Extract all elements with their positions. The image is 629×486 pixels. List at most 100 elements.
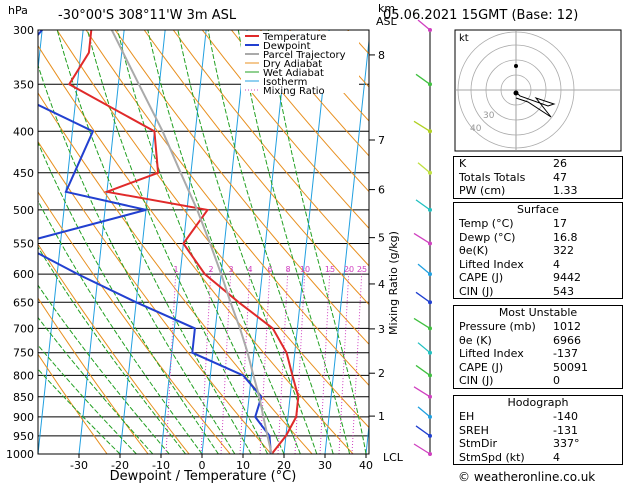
km-tick-label: 2 [378, 367, 385, 380]
mixing-ratio-title: Mixing Ratio (g/kg) [387, 231, 400, 335]
mixing-ratio-label: 10 [300, 265, 310, 274]
dry-adiabat-line [38, 243, 190, 454]
wet-adiabat-line [38, 344, 137, 454]
mixing-ratio-label: 20 [344, 265, 354, 274]
dry-adiabat-line [56, 30, 369, 429]
lcl-label: LCL [383, 451, 404, 464]
hodograph-row: SREH -131 [459, 423, 578, 437]
mixing-ratio-label: 3 [228, 265, 233, 274]
km-tick-label: 5 [378, 232, 385, 245]
dry-adiabat-line [231, 30, 369, 193]
legend-parcel: Parcel Trajectory [263, 50, 346, 61]
asl-label: ASL [376, 15, 398, 28]
dry-adiabat-line [38, 191, 231, 454]
plot-frame [37, 29, 370, 455]
hodograph-ring [485, 59, 547, 121]
wet-adiabat-line [117, 30, 285, 454]
legend-mixing-ratio: Mixing Ratio [263, 86, 325, 97]
surface-table: Surface Temp (°C) 17 Dewp (°C) 16.8 θe(K) 3… [453, 202, 623, 299]
dry-adiabat-line [38, 44, 354, 454]
index-row: K 26 [459, 157, 567, 170]
mixing-ratio-label: 1 [173, 265, 178, 274]
temperature-curve [67, 30, 300, 454]
legend-isotherm: Isotherm [263, 77, 307, 88]
mixing-ratio-line [277, 267, 289, 454]
temp-tick-label: -20 [111, 459, 129, 472]
wet-adiabat-line [207, 30, 334, 454]
pressure-tick-label: 500 [13, 204, 34, 217]
dewpoint-curve [38, 30, 272, 454]
dry-adiabat-line [38, 353, 108, 454]
pressure-tick-label: 300 [13, 24, 34, 37]
hodograph-table: Hodograph EH -140 SREH -131 StmDir 337° Stm… [453, 395, 623, 465]
mixing-ratio-line [259, 267, 271, 454]
dry-adiabat-line [172, 30, 369, 267]
isotherm-line [119, 30, 166, 454]
temp-tick-label: 40 [359, 459, 373, 472]
mixing-ratio-label: 6 [267, 265, 272, 274]
surface-row: Dewp (°C) 16.8 [459, 230, 578, 244]
wind-barb [413, 232, 431, 245]
dry-adiabat-line [114, 30, 369, 346]
hodograph-ring [457, 31, 575, 149]
x-axis-title: Dewpoint / Temperature (°C) [110, 469, 297, 484]
wind-barb [413, 443, 431, 455]
wet-adiabat-line [268, 30, 367, 454]
pressure-tick-label: 750 [13, 347, 34, 360]
pressure-tick-label: 800 [13, 369, 34, 382]
mixing-ratio-label: 2 [208, 265, 213, 274]
hodograph-ring-label: 30 [483, 111, 495, 121]
surface-row: θe(K) 322 [459, 244, 574, 257]
hodograph-row: EH -140 [459, 410, 578, 423]
dry-adiabat-line [38, 140, 272, 454]
legend-dry-adiabat: Dry Adiabat [263, 59, 322, 70]
hodograph-row: StmDir 337° [459, 437, 580, 450]
pressure-tick-label: 900 [13, 411, 34, 424]
most-unstable-row: Pressure (mb) 1012 [459, 320, 581, 333]
index-row: PW (cm) 1.33 [459, 184, 578, 197]
temp-tick-label: 0 [199, 459, 206, 472]
wind-barb [413, 386, 431, 398]
pressure-tick-label: 550 [13, 237, 34, 250]
wind-barb [415, 364, 431, 376]
mixing-ratio-label: 15 [325, 265, 335, 274]
most-unstable-row: Lifted Index -137 [459, 347, 578, 360]
mixing-ratio-line [200, 267, 212, 454]
pressure-tick-label: 400 [13, 125, 34, 138]
dry-adiabat-line [38, 92, 313, 454]
wind-barb [417, 342, 431, 354]
km-tick-label: 1 [378, 410, 385, 423]
footer-credit: © weatheronline.co.uk [458, 470, 596, 484]
km-tick-label: 6 [378, 184, 385, 197]
wind-barb [415, 199, 431, 211]
legend-wet-adiabat: Wet Adiabat [263, 68, 324, 79]
mixing-ratio-line [220, 267, 232, 454]
hodograph-ring [500, 74, 532, 106]
surface-row: CAPE (J) 9442 [459, 271, 581, 284]
temp-tick-label: 30 [318, 459, 332, 472]
wet-adiabat-line [56, 30, 252, 454]
most-unstable-row: CAPE (J) 50091 [459, 360, 588, 374]
mixing-ratio-line [294, 267, 306, 454]
most-unstable-table: Most Unstable Pressure (mb) 1012 θe (K) 69… [453, 305, 623, 389]
pressure-tick-label: 450 [13, 167, 34, 180]
mixing-ratio-line [239, 267, 251, 454]
km-tick-label: 4 [378, 278, 385, 291]
dry-adiabat-line [260, 30, 369, 157]
pressure-tick-label: 850 [13, 391, 34, 404]
mixing-ratio-line [338, 267, 350, 454]
most-unstable-row: θe (K) 6966 [459, 333, 581, 347]
isotherm-line [78, 30, 125, 454]
hodograph-title: Hodograph [507, 396, 569, 409]
legend: Temperature Dewpoint Parcel Trajectory D… [241, 31, 359, 97]
wind-barb [417, 162, 431, 174]
mixing-ratio-line [351, 267, 363, 454]
pressure-tick-label: 700 [13, 322, 34, 335]
wind-barb [417, 263, 431, 275]
isotherm-line [283, 30, 330, 454]
dry-adiabat-line [143, 30, 369, 306]
hodograph-row: StmSpd (kt) 4 [459, 450, 560, 464]
wind-barb [417, 19, 431, 31]
mixing-ratio-label: 4 [247, 265, 252, 274]
wind-barb [417, 406, 431, 418]
